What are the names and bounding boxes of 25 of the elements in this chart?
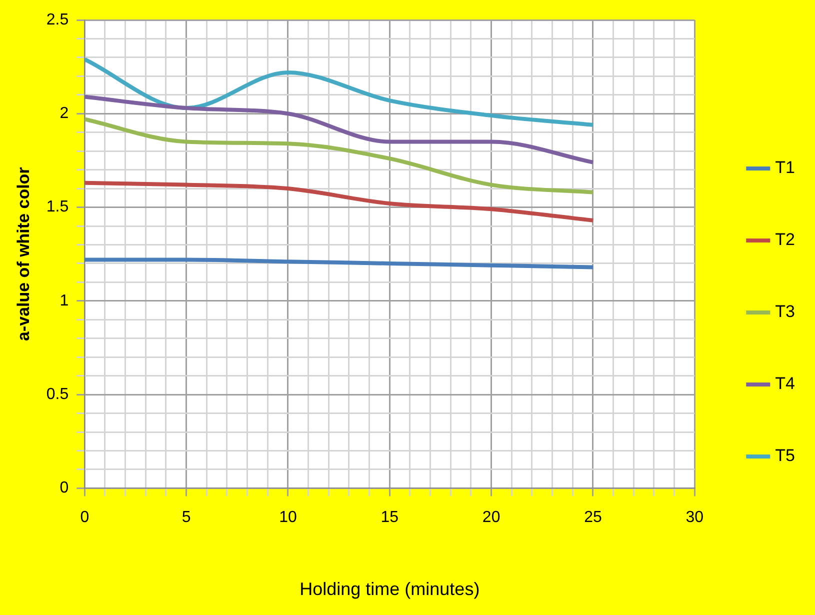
y-tick-label: 1 bbox=[60, 292, 69, 310]
line-series bbox=[84, 117, 595, 194]
line-series bbox=[84, 57, 595, 127]
x-tick-label: 25 bbox=[584, 509, 602, 526]
legend-label: T2 bbox=[775, 230, 796, 250]
x-tick-label: 30 bbox=[686, 509, 704, 526]
y-tick-label: 0 bbox=[60, 480, 69, 497]
x-axis-title: Holding time (minutes) bbox=[300, 579, 480, 600]
y-tick-label: 2.5 bbox=[46, 11, 69, 28]
legend-label: T5 bbox=[775, 446, 796, 466]
y-tick-label: 1.5 bbox=[46, 198, 69, 216]
line-series bbox=[84, 258, 595, 270]
line-series bbox=[84, 180, 595, 222]
x-tick-label: 0 bbox=[80, 509, 90, 526]
x-tick-label: 5 bbox=[182, 509, 191, 526]
x-tick-label: 20 bbox=[482, 509, 500, 526]
legend-label: T4 bbox=[775, 374, 796, 394]
y-axis-title: a-value of white color bbox=[14, 166, 33, 342]
y-tick-label: 2 bbox=[60, 105, 69, 122]
y-tick-label: 0.5 bbox=[46, 386, 69, 403]
line-series bbox=[84, 94, 595, 164]
legend-label: T3 bbox=[775, 302, 796, 322]
x-tick-label: 15 bbox=[380, 509, 399, 526]
legend-label: T1 bbox=[775, 158, 796, 178]
x-tick-label: 10 bbox=[279, 509, 297, 526]
